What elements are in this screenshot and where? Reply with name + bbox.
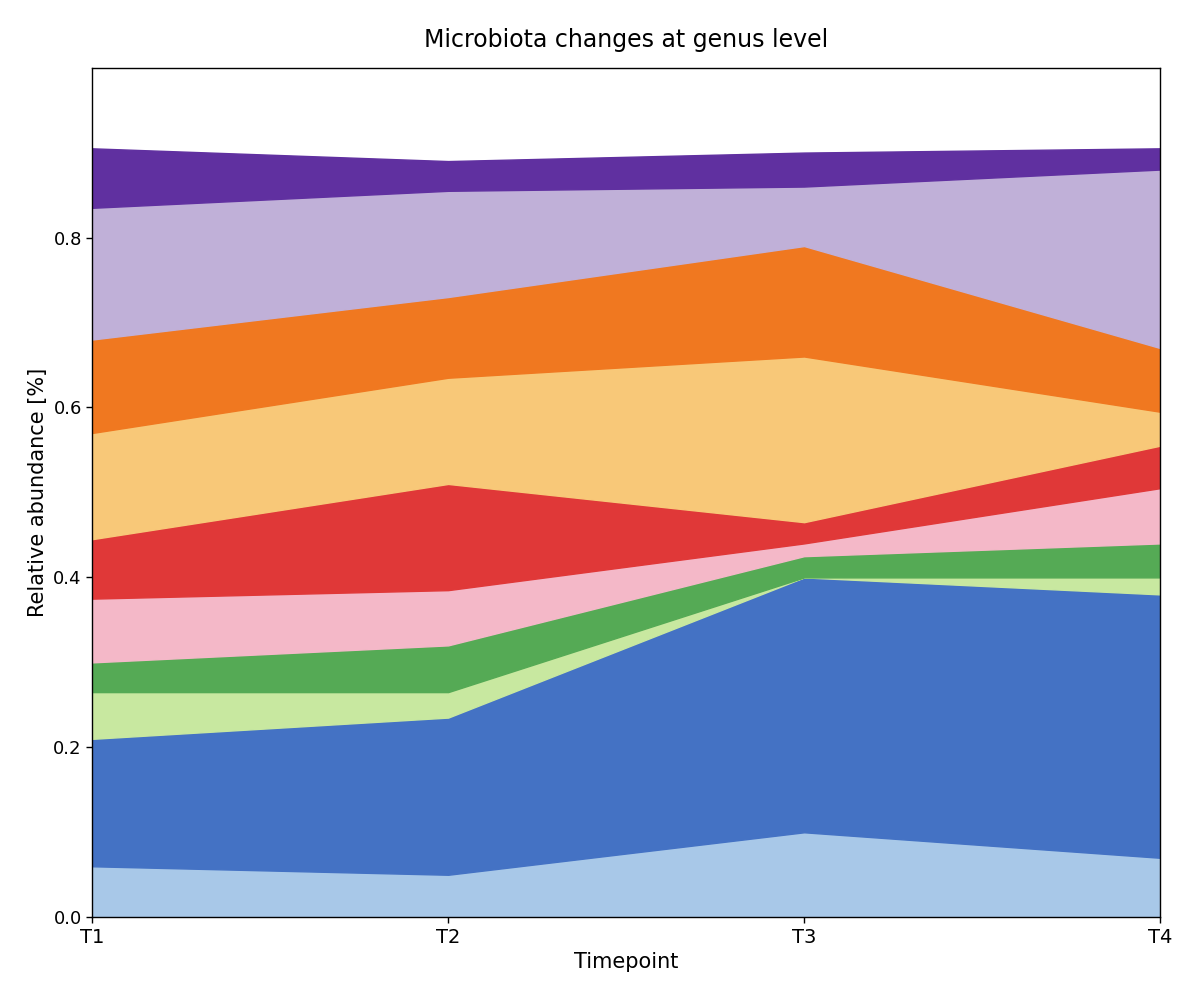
Title: Microbiota changes at genus level: Microbiota changes at genus level xyxy=(424,28,828,52)
X-axis label: Timepoint: Timepoint xyxy=(574,952,678,972)
Y-axis label: Relative abundance [%]: Relative abundance [%] xyxy=(28,368,48,617)
